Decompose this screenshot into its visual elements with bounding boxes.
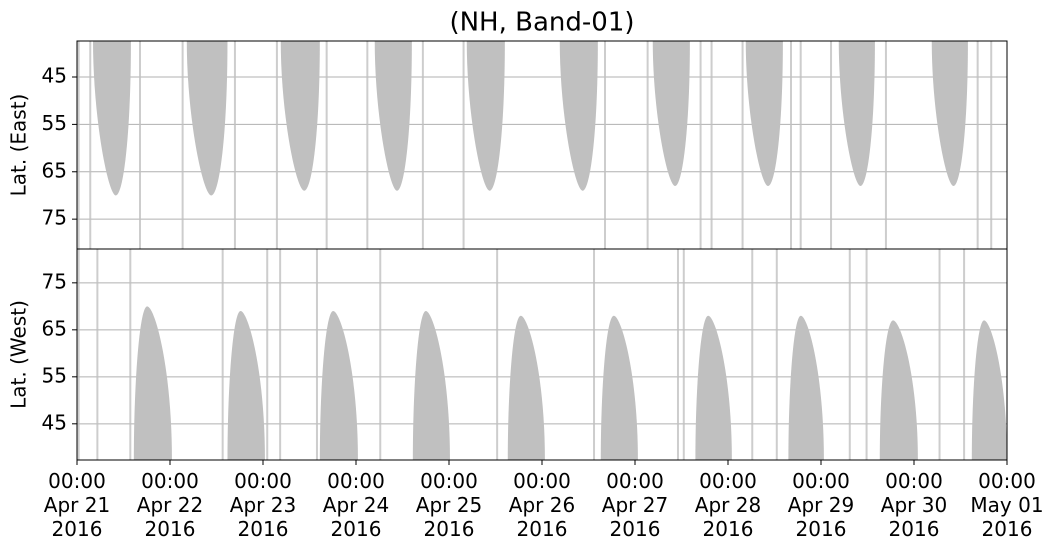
y-tick-label: 75 [42, 206, 67, 230]
coverage-stripe [279, 249, 282, 460]
coverage-stripe [751, 249, 754, 460]
x-tick-label: 00:00 Apr 22 2016 [137, 469, 203, 541]
x-tick-label: 00:00 Apr 28 2016 [695, 469, 761, 541]
coverage-stripe [990, 41, 993, 249]
coverage-lobe [931, 41, 968, 186]
y-axis-label: Lat. (West) [7, 300, 31, 409]
coverage-lobe [745, 41, 783, 186]
coverage-stripe [275, 41, 278, 249]
y-tick-label: 75 [42, 269, 67, 293]
x-tick-label: 00:00 Apr 26 2016 [509, 469, 575, 541]
coverage-stripe [865, 249, 868, 460]
y-tick-label: 55 [42, 363, 67, 387]
coverage-stripe [710, 41, 713, 249]
panel: 45 55 65 75 Lat. (East) [7, 40, 1008, 250]
chart-title: (NH, Band-01) [449, 8, 634, 38]
y-axis-label: Lat. (East) [7, 94, 31, 197]
coverage-stripe [496, 249, 499, 460]
coverage-stripe [884, 41, 887, 249]
y-tick-label: 55 [42, 111, 67, 135]
coverage-stripe [233, 41, 236, 249]
coverage-lobe [133, 306, 172, 460]
coverage-stripe [325, 41, 328, 249]
coverage-stripe [963, 249, 966, 460]
coverage-lobe [227, 311, 265, 460]
coverage-stripe [775, 249, 778, 460]
coverage-lobe [507, 315, 545, 460]
x-tick-label: 00:00 Apr 21 2016 [44, 469, 110, 541]
coverage-stripe [676, 249, 679, 460]
coverage-lobe [652, 41, 690, 186]
coverage-stripe [830, 41, 833, 249]
coverage-stripe [848, 249, 851, 460]
coverage-stripe [266, 249, 269, 460]
coverage-stripe [77, 41, 80, 249]
coverage-stripe [96, 249, 99, 460]
coverage-stripe [89, 41, 92, 249]
x-tick-label: 00:00 Apr 23 2016 [230, 469, 296, 541]
coverage-stripe [741, 41, 744, 249]
coverage-lobe [466, 41, 505, 191]
y-tick-label: 45 [42, 410, 67, 434]
coverage-stripe [790, 41, 792, 249]
coverage-stripe [593, 249, 596, 460]
coverage-stripe [139, 41, 141, 249]
coverage-lobe [412, 311, 450, 460]
coverage-lobe [93, 41, 131, 196]
coverage-stripe [129, 249, 132, 460]
x-tick-label: 00:00 Apr 27 2016 [602, 469, 668, 541]
coverage-stripe [699, 41, 702, 249]
coverage-stripe [379, 249, 382, 460]
coverage-lobe [788, 315, 824, 460]
coverage-stripe [181, 41, 184, 249]
coverage-lobe [319, 311, 358, 460]
x-tick-label: 00:00 Apr 29 2016 [788, 469, 854, 541]
coverage-lobe [374, 41, 412, 191]
coverage-stripe [646, 41, 649, 249]
x-tick-label: 00:00 Apr 24 2016 [323, 469, 389, 541]
panel: 45 55 65 75 Lat. (West) [7, 248, 1008, 461]
coverage-stripe [221, 249, 224, 460]
coverage-stripe [315, 249, 318, 460]
coverage-lobe [879, 320, 918, 460]
x-tick-label: 00:00 Apr 25 2016 [416, 469, 482, 541]
coverage-stripe [976, 41, 979, 249]
coverage-lobe [280, 41, 320, 191]
coverage-lobe [559, 41, 598, 191]
coverage-stripe [421, 41, 424, 249]
coverage-stripe [682, 249, 685, 460]
x-tick-label: 00:00 May 01 2016 [970, 469, 1043, 541]
y-tick-label: 45 [42, 64, 67, 88]
x-tick-label: 00:00 Apr 30 2016 [881, 469, 947, 541]
y-tick-label: 65 [42, 316, 67, 340]
coverage-stripe [462, 41, 465, 249]
coverage-lobe [838, 41, 875, 186]
coverage-stripe [77, 249, 80, 460]
coverage-stripe [799, 41, 802, 249]
coverage-lobe [971, 320, 1007, 460]
coverage-lobe [695, 315, 732, 460]
coverage-lobe [186, 41, 228, 196]
coverage-stripe [938, 249, 941, 460]
coverage-stripe [604, 41, 606, 249]
coverage-stripe [366, 41, 369, 249]
coverage-lobe [600, 315, 638, 460]
y-tick-label: 65 [42, 158, 67, 182]
